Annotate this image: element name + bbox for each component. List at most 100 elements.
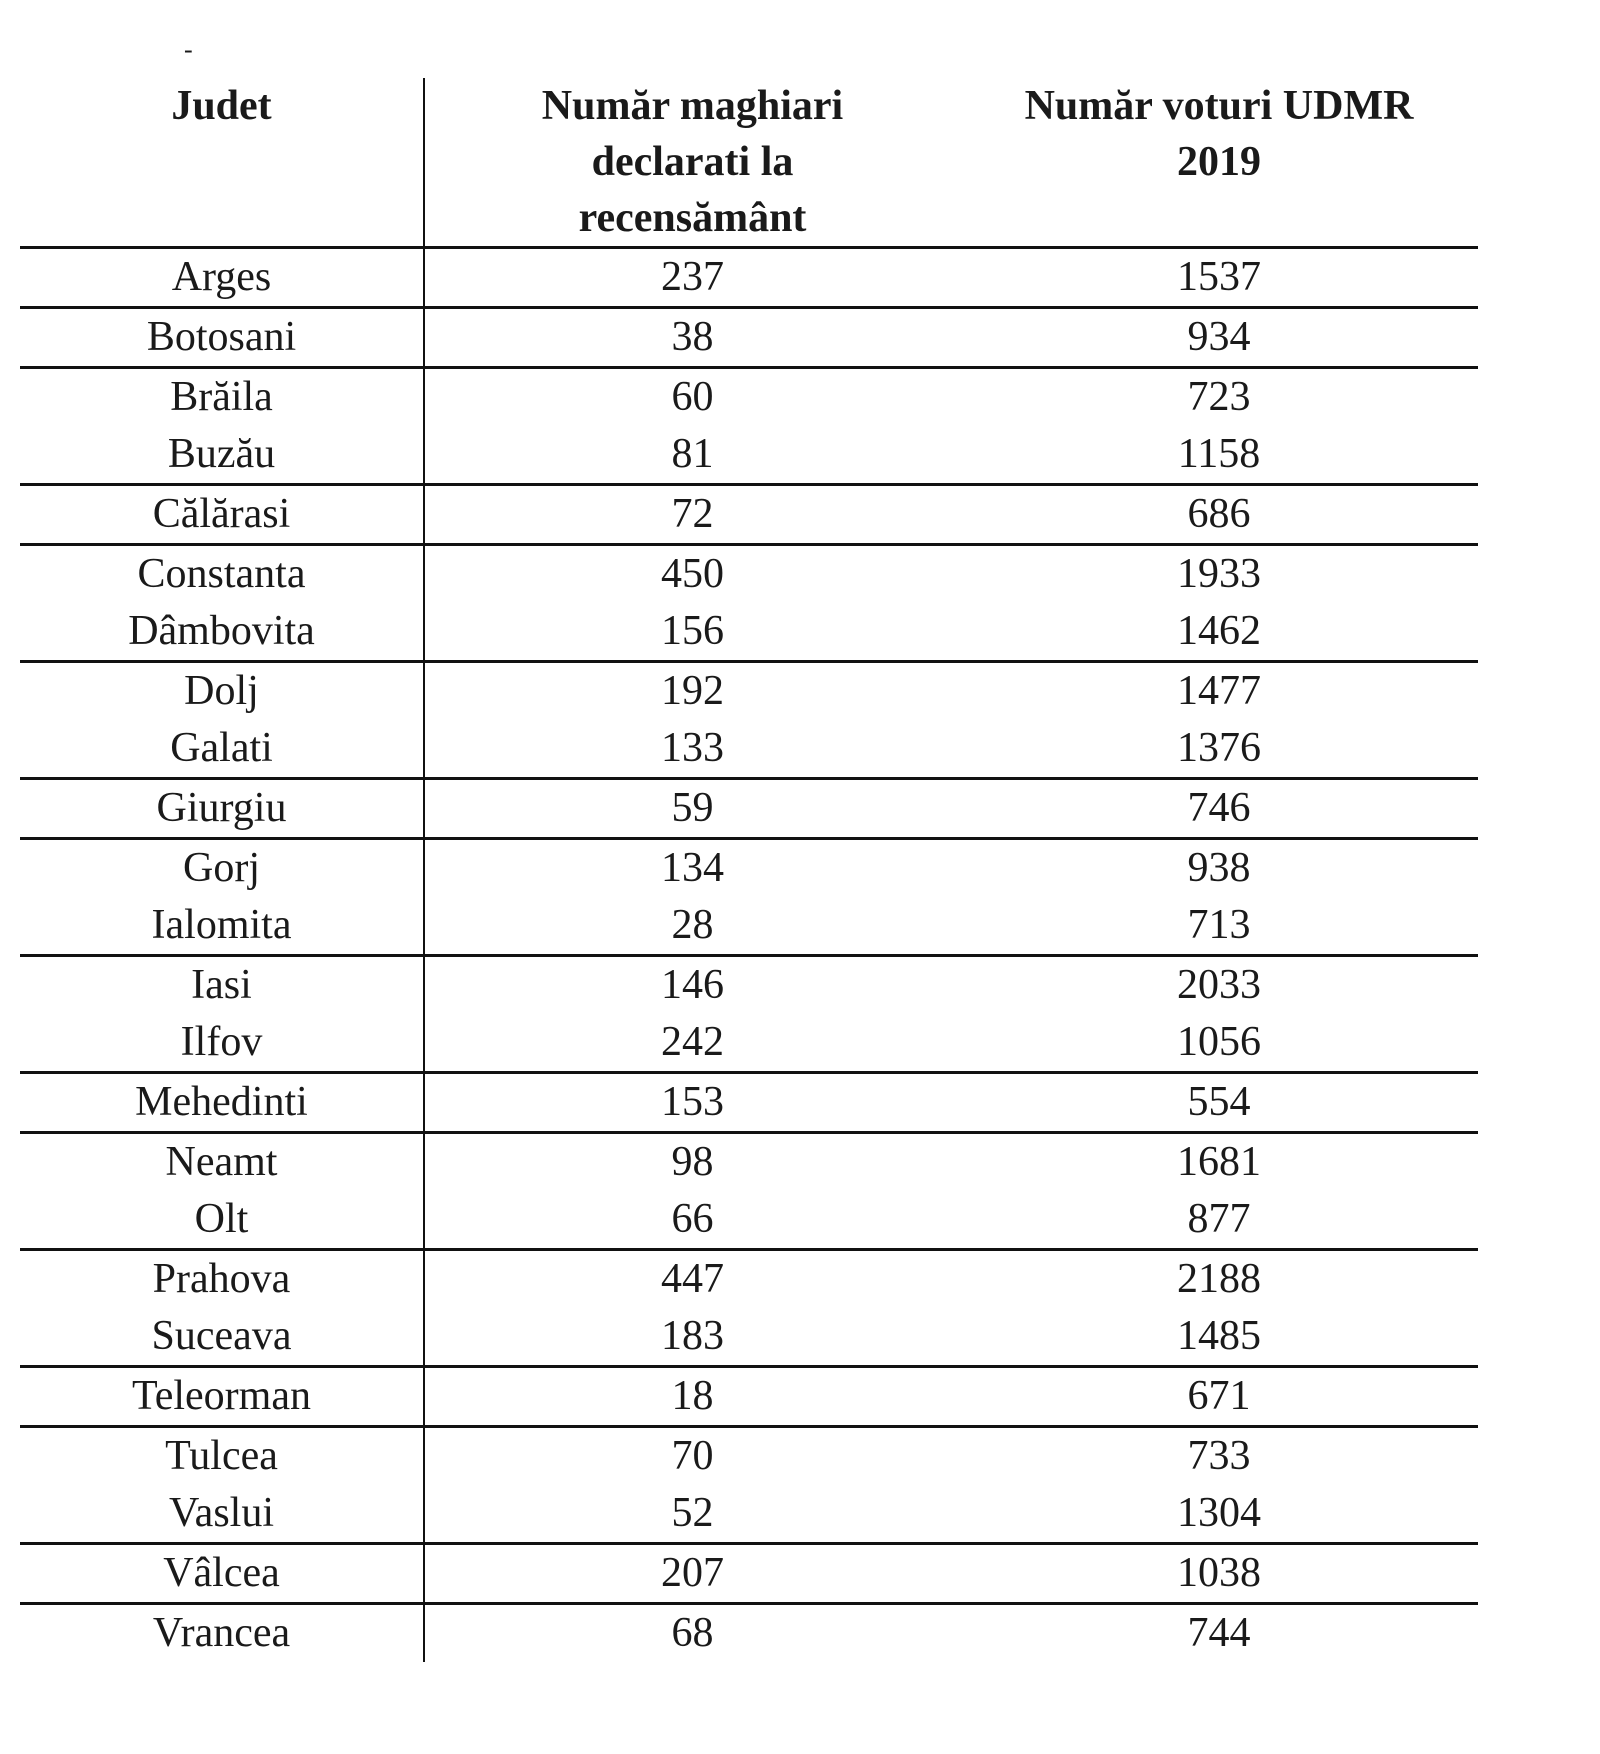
cell-judet: Constanta bbox=[20, 546, 425, 603]
table-row: Arges 237 1537 bbox=[20, 249, 1478, 306]
table-row: Dolj 192 1477 bbox=[20, 663, 1478, 720]
table-row: Neamt 98 1681 bbox=[20, 1134, 1478, 1191]
table-header-row: Judet Număr maghiari declarati la recens… bbox=[20, 78, 1478, 249]
cell-maghiari: 98 bbox=[671, 1139, 714, 1185]
cell-maghiari: 59 bbox=[671, 785, 714, 831]
table-row: Vaslui 52 1304 bbox=[20, 1485, 1478, 1542]
cell-voturi: 746 bbox=[1187, 785, 1251, 831]
cell-judet: Prahova bbox=[20, 1251, 425, 1308]
table-row: Tulcea 70 733 bbox=[20, 1428, 1478, 1485]
cell-voturi: 1485 bbox=[1177, 1313, 1261, 1359]
cell-judet: Vaslui bbox=[20, 1485, 425, 1542]
table-row: Buzău 81 1158 bbox=[20, 426, 1478, 483]
cell-judet: Ilfov bbox=[20, 1014, 425, 1071]
table-row: Călărasi 72 686 bbox=[20, 486, 1478, 543]
table-row: Iasi 146 2033 bbox=[20, 957, 1478, 1014]
cell-judet: Botosani bbox=[20, 309, 425, 366]
census-votes-table: Judet Număr maghiari declarati la recens… bbox=[20, 78, 1478, 1662]
cell-voturi: 1038 bbox=[1177, 1550, 1261, 1596]
table-row: Mehedinti 153 554 bbox=[20, 1074, 1478, 1131]
cell-voturi: 1304 bbox=[1177, 1490, 1261, 1536]
cell-maghiari: 183 bbox=[661, 1313, 724, 1359]
cell-voturi: 671 bbox=[1187, 1373, 1251, 1419]
row-group: Brăila 60 723 Buzău 81 1158 bbox=[20, 369, 1478, 486]
row-group: Prahova 447 2188 Suceava 183 1485 bbox=[20, 1251, 1478, 1368]
cell-maghiari: 133 bbox=[661, 725, 724, 771]
cell-maghiari: 18 bbox=[671, 1373, 714, 1419]
table-row: Brăila 60 723 bbox=[20, 369, 1478, 426]
cell-maghiari: 68 bbox=[671, 1610, 714, 1656]
table-row: Prahova 447 2188 bbox=[20, 1251, 1478, 1308]
header-judet: Judet bbox=[20, 78, 425, 246]
cell-maghiari: 156 bbox=[661, 608, 724, 654]
cell-voturi: 877 bbox=[1187, 1196, 1251, 1242]
cell-voturi: 2033 bbox=[1177, 962, 1261, 1008]
cell-voturi: 1537 bbox=[1177, 254, 1261, 300]
table-row: Constanta 450 1933 bbox=[20, 546, 1478, 603]
cell-maghiari: 207 bbox=[661, 1550, 724, 1596]
cell-maghiari: 38 bbox=[671, 314, 714, 360]
cell-voturi: 744 bbox=[1187, 1610, 1251, 1656]
row-group: Iasi 146 2033 Ilfov 242 1056 bbox=[20, 957, 1478, 1074]
cell-voturi: 934 bbox=[1187, 314, 1251, 360]
stray-mark: - bbox=[184, 35, 193, 64]
row-group: Călărasi 72 686 bbox=[20, 486, 1478, 546]
header-voturi: Număr voturi UDMR 2019 bbox=[1024, 83, 1414, 185]
header-maghiari: Număr maghiari declarati la recensământ bbox=[541, 83, 844, 241]
row-group: Vrancea 68 744 bbox=[20, 1605, 1478, 1662]
cell-maghiari: 146 bbox=[661, 962, 724, 1008]
cell-judet: Tulcea bbox=[20, 1428, 425, 1485]
cell-judet: Călărasi bbox=[20, 486, 425, 543]
cell-voturi: 713 bbox=[1187, 902, 1251, 948]
row-group: Vâlcea 207 1038 bbox=[20, 1545, 1478, 1605]
cell-judet: Buzău bbox=[20, 426, 425, 483]
cell-maghiari: 52 bbox=[671, 1490, 714, 1536]
table-row: Teleorman 18 671 bbox=[20, 1368, 1478, 1425]
cell-voturi: 686 bbox=[1187, 491, 1251, 537]
row-group: Gorj 134 938 Ialomita 28 713 bbox=[20, 840, 1478, 957]
cell-voturi: 938 bbox=[1187, 845, 1251, 891]
table-row: Botosani 38 934 bbox=[20, 309, 1478, 366]
cell-voturi: 1681 bbox=[1177, 1139, 1261, 1185]
cell-maghiari: 192 bbox=[661, 668, 724, 714]
cell-voturi: 1056 bbox=[1177, 1019, 1261, 1065]
table-row: Vrancea 68 744 bbox=[20, 1605, 1478, 1662]
cell-voturi: 554 bbox=[1187, 1079, 1251, 1125]
table-row: Vâlcea 207 1038 bbox=[20, 1545, 1478, 1602]
row-group: Constanta 450 1933 Dâmbovita 156 1462 bbox=[20, 546, 1478, 663]
cell-maghiari: 70 bbox=[671, 1433, 714, 1479]
cell-voturi: 1158 bbox=[1177, 431, 1261, 477]
table-row: Olt 66 877 bbox=[20, 1191, 1478, 1248]
row-group: Neamt 98 1681 Olt 66 877 bbox=[20, 1134, 1478, 1251]
row-group: Mehedinti 153 554 bbox=[20, 1074, 1478, 1134]
cell-judet: Ialomita bbox=[20, 897, 425, 954]
cell-voturi: 723 bbox=[1187, 374, 1251, 420]
cell-maghiari: 134 bbox=[661, 845, 724, 891]
cell-maghiari: 60 bbox=[671, 374, 714, 420]
row-group: Arges 237 1537 bbox=[20, 249, 1478, 309]
cell-judet: Iasi bbox=[20, 957, 425, 1014]
cell-judet: Giurgiu bbox=[20, 780, 425, 837]
table-row: Galati 133 1376 bbox=[20, 720, 1478, 777]
cell-maghiari: 153 bbox=[661, 1079, 724, 1125]
cell-voturi: 733 bbox=[1187, 1433, 1251, 1479]
cell-judet: Teleorman bbox=[20, 1368, 425, 1425]
row-group: Giurgiu 59 746 bbox=[20, 780, 1478, 840]
cell-judet: Vrancea bbox=[20, 1605, 425, 1662]
cell-maghiari: 72 bbox=[671, 491, 714, 537]
table-row: Giurgiu 59 746 bbox=[20, 780, 1478, 837]
cell-maghiari: 237 bbox=[661, 254, 724, 300]
table-row: Gorj 134 938 bbox=[20, 840, 1478, 897]
cell-voturi: 1933 bbox=[1177, 551, 1261, 597]
table-row: Suceava 183 1485 bbox=[20, 1308, 1478, 1365]
cell-judet: Arges bbox=[20, 249, 425, 306]
cell-judet: Galati bbox=[20, 720, 425, 777]
cell-maghiari: 81 bbox=[671, 431, 714, 477]
cell-judet: Olt bbox=[20, 1191, 425, 1248]
cell-judet: Neamt bbox=[20, 1134, 425, 1191]
cell-maghiari: 242 bbox=[661, 1019, 724, 1065]
cell-judet: Vâlcea bbox=[20, 1545, 425, 1602]
row-group: Dolj 192 1477 Galati 133 1376 bbox=[20, 663, 1478, 780]
table-row: Ialomita 28 713 bbox=[20, 897, 1478, 954]
table-row: Ilfov 242 1056 bbox=[20, 1014, 1478, 1071]
